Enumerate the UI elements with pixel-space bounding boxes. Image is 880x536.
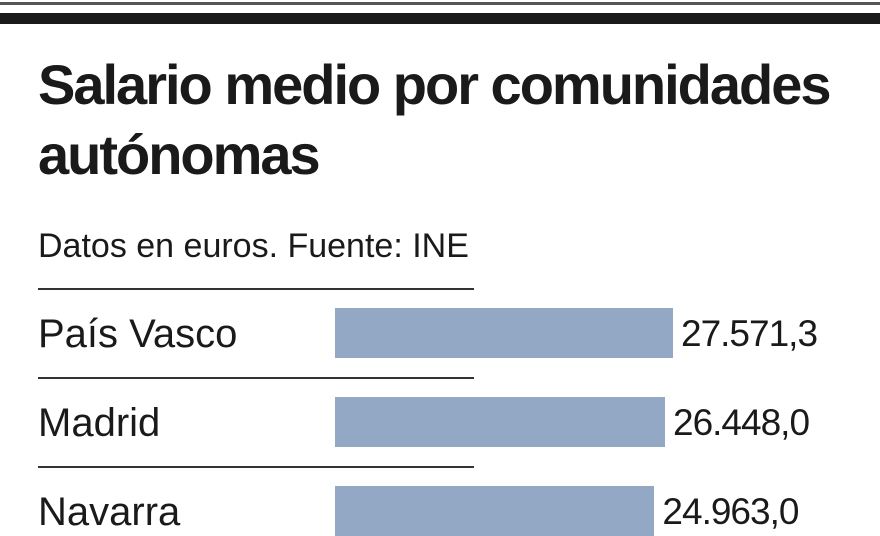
chart-subtitle: Datos en euros. Fuente: INE — [38, 227, 469, 265]
top-thick-rule — [0, 13, 880, 24]
top-thin-rule — [0, 2, 880, 5]
row-separator — [38, 466, 474, 468]
bar — [335, 397, 665, 447]
value-label: 26.448,0 — [673, 402, 810, 443]
row-separator — [38, 377, 474, 379]
bar — [335, 308, 673, 358]
row-separator — [38, 288, 474, 290]
bar — [335, 486, 655, 536]
category-label: Navarra — [38, 490, 181, 534]
value-label: 27.571,3 — [681, 313, 818, 354]
category-label: País Vasco — [38, 312, 238, 356]
value-label: 24.963,0 — [662, 491, 799, 532]
category-label: Madrid — [38, 401, 161, 445]
chart-title: Salario medio por comunidades autónomas — [38, 53, 832, 186]
